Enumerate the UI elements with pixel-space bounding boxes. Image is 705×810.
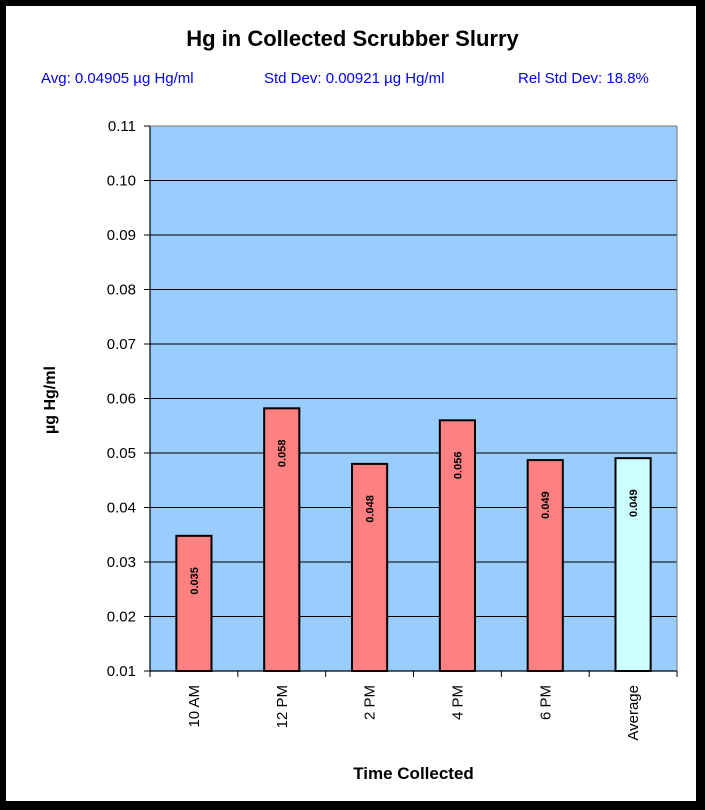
y-tick-label: 0.01 [107, 663, 136, 680]
x-tick-labels: 10 AM 12 PM 2 PM 4 PM 6 PM Average [186, 685, 642, 741]
y-tick-label: 0.04 [107, 500, 136, 517]
bar-data-label: 0.058 [277, 440, 289, 468]
chart-title: Hg in Collected Scrubber Slurry [186, 26, 519, 51]
bar [175, 534, 213, 673]
stat-rel-std-dev: Rel Std Dev: 18.8% [518, 70, 649, 87]
y-tick-label: 0.07 [107, 336, 136, 353]
bar-data-label: 0.048 [365, 495, 377, 523]
y-tick-label: 0.09 [107, 227, 136, 244]
y-tick-label: 0.11 [108, 118, 136, 135]
y-tick-labels: 0.01 0.02 0.03 0.04 0.05 0.06 0.07 0.08 0.09 0.10… [107, 118, 136, 680]
bar-data-label: 0.049 [628, 489, 640, 517]
x-axis-label: Time Collected [353, 764, 474, 783]
y-tick-label: 0.03 [107, 554, 136, 571]
stat-std-dev: Std Dev: 0.00921 µg Hg/ml [264, 70, 445, 87]
y-axis-label: µg Hg/ml [42, 366, 59, 434]
y-tick-label: 0.08 [107, 282, 136, 299]
y-tick-label: 0.10 [107, 173, 136, 190]
x-tick-label: 2 PM [362, 685, 379, 720]
bars: 0.035 0.058 0.048 0.056 0.049 0.049 [175, 407, 652, 673]
stat-average: Avg: 0.04905 µg Hg/ml [41, 70, 194, 87]
y-tick-label: 0.06 [107, 391, 136, 408]
bar-data-label: 0.049 [540, 491, 552, 519]
bar-data-label: 0.035 [189, 567, 201, 595]
bar [438, 419, 476, 672]
bar [263, 407, 301, 672]
y-tick-label: 0.05 [107, 445, 136, 462]
x-tick-label: 10 AM [186, 685, 203, 728]
bar-data-label: 0.056 [452, 452, 464, 480]
x-tick-label: Average [625, 685, 642, 741]
x-tick-label: 12 PM [274, 685, 291, 728]
bar [351, 462, 389, 672]
x-tick-label: 6 PM [537, 685, 554, 720]
axes [144, 125, 678, 677]
x-tick-label: 4 PM [449, 685, 466, 720]
y-tick-label: 0.02 [107, 609, 136, 626]
